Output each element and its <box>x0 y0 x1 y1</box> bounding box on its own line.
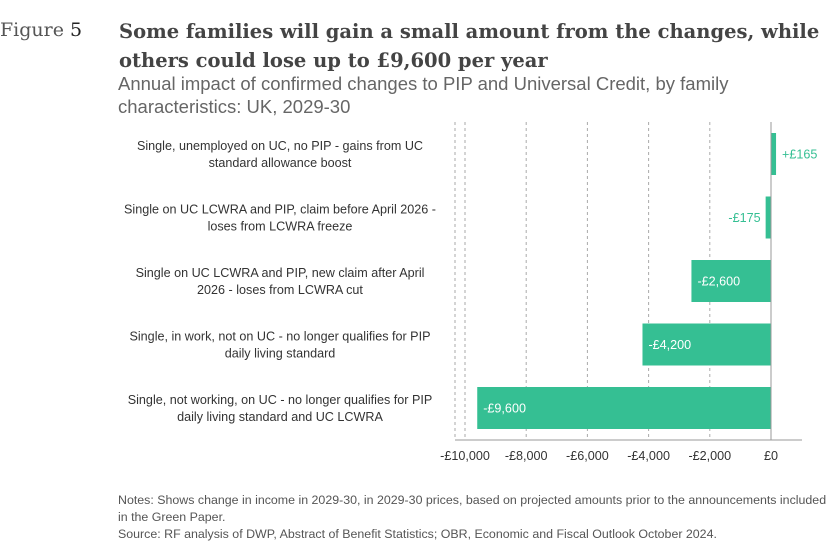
axis <box>455 122 802 441</box>
chart-title: Some families will gain a small amount f… <box>119 20 820 72</box>
figure-label-word: Figure <box>0 19 64 41</box>
category-label: daily living standard and UC LCWRA <box>177 410 383 424</box>
category-label: standard allowance boost <box>209 156 352 170</box>
category-label: Single, unemployed on UC, no PIP - gains… <box>137 139 423 153</box>
chart-notes: Notes: Shows change in income in 2029-30… <box>118 492 830 543</box>
data-label: -£2,600 <box>697 275 740 289</box>
data-label: -£9,600 <box>483 402 526 416</box>
x-tick-label: -£6,000 <box>566 449 609 463</box>
bar <box>642 323 771 366</box>
category-label: Single, not working, on UC - no longer q… <box>128 393 433 407</box>
x-tick-label: -£2,000 <box>688 449 731 463</box>
tick-labels: -£10,000 -£8,000 -£6,000 -£4,000 -£2,000 £0 <box>440 449 778 463</box>
data-labels: +£165 -£175 -£2,600 -£4,200 -£9,600 <box>483 148 817 416</box>
category-labels: Single, unemployed on UC, no PIP - gains… <box>124 139 436 424</box>
bar <box>691 260 771 302</box>
chart-subtitle: Annual impact of confirmed changes to PI… <box>118 73 729 117</box>
x-tick-label: -£4,000 <box>627 449 670 463</box>
notes-text: Notes: Shows change in income in 2029-30… <box>118 493 827 524</box>
bar <box>765 196 771 239</box>
category-label: daily living standard <box>225 347 336 361</box>
x-tick-label: -£10,000 <box>440 449 490 463</box>
category-label: Single, in work, not on UC - no longer q… <box>129 330 430 344</box>
bar <box>771 133 777 175</box>
figure-number: 5 <box>70 19 83 41</box>
category-label: Single on UC LCWRA and PIP, claim before… <box>124 203 436 217</box>
bar <box>477 387 771 429</box>
figure-label: Figure 5 <box>0 19 82 41</box>
category-label: 2026 - loses from LCWRA cut <box>197 283 363 297</box>
source-text: Source: RF analysis of DWP, Abstract of … <box>118 527 717 541</box>
category-label: loses from LCWRA freeze <box>208 220 353 234</box>
data-label: +£165 <box>782 148 817 162</box>
bars <box>477 133 777 429</box>
category-label: Single on UC LCWRA and PIP, new claim af… <box>136 266 425 280</box>
x-tick-label: -£8,000 <box>505 449 548 463</box>
data-label: -£4,200 <box>648 338 691 352</box>
x-tick-label: £0 <box>764 449 778 463</box>
data-label: -£175 <box>728 211 760 225</box>
